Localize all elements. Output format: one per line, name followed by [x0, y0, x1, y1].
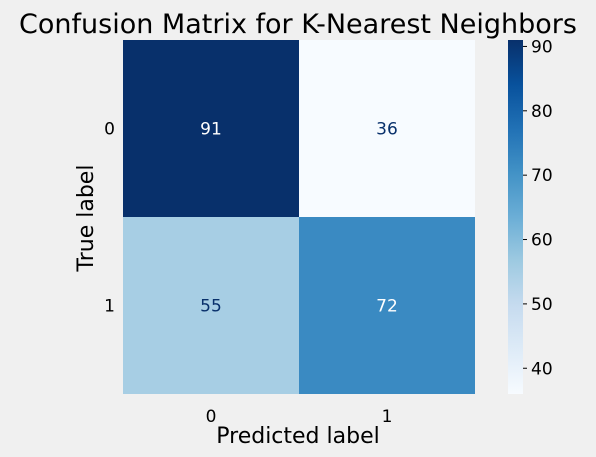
colorbar	[508, 40, 523, 394]
cell-r0-c1	[299, 40, 475, 217]
y-tick-0: 0	[104, 120, 115, 140]
x-tick-1: 1	[382, 407, 393, 427]
cell-value-r1-c0: 55	[200, 297, 222, 317]
x-tick-0: 0	[206, 407, 217, 427]
colorbar-tick-label-1: 50	[531, 295, 553, 315]
heatmap-cells	[123, 40, 475, 394]
y-tick-1: 1	[104, 297, 115, 317]
chart-title: Confusion Matrix for K-Nearest Neighbors	[19, 9, 577, 40]
cell-r0-c0	[123, 40, 299, 217]
cell-value-r1-c1: 72	[376, 297, 398, 317]
y-axis-ticks: 01	[104, 120, 115, 317]
colorbar-tick-label-5: 90	[531, 37, 553, 57]
cell-r1-c0	[123, 217, 299, 394]
colorbar-tick-label-0: 40	[531, 359, 553, 379]
cell-value-labels: 91 36 55 72	[200, 120, 398, 317]
cell-value-r0-c0: 91	[200, 120, 222, 140]
y-axis-label: True label	[74, 165, 99, 273]
x-axis-label: Predicted label	[216, 424, 379, 449]
colorbar-tick-label-2: 60	[531, 231, 553, 251]
cell-value-r0-c1: 36	[376, 120, 398, 140]
colorbar-tick-label-3: 70	[531, 166, 553, 186]
colorbar-tick-label-4: 80	[531, 102, 553, 122]
cell-r1-c1	[299, 217, 475, 394]
colorbar-ticks: 40 50 60 70 80 90	[523, 37, 553, 379]
